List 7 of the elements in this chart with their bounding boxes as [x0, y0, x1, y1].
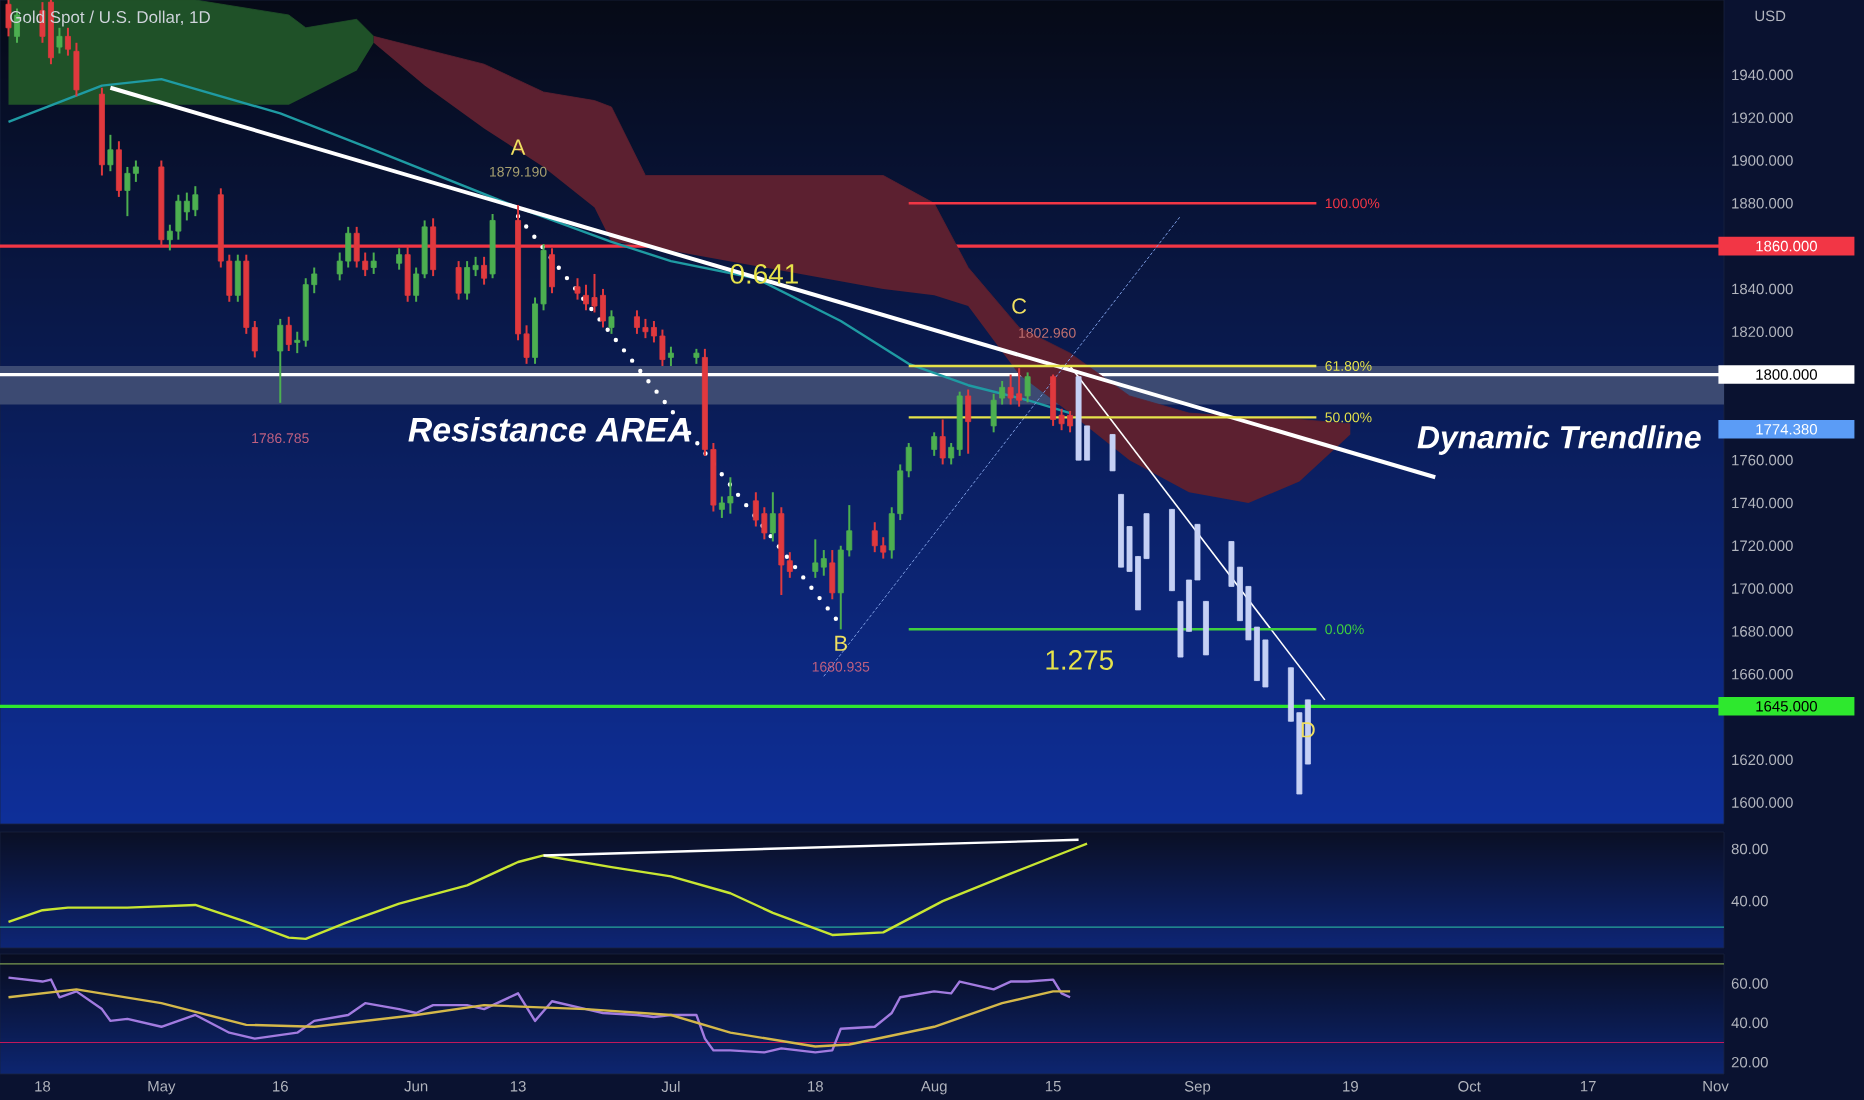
annotation: C [1012, 298, 1027, 314]
annotation: A [510, 139, 526, 155]
annotation: 1.275 [1046, 650, 1113, 670]
annotation: D [1301, 722, 1315, 738]
series-label: Dynamic Trendline [1417, 425, 1701, 455]
annotation: B [835, 635, 847, 651]
band-label: Resistance AREA [408, 416, 690, 442]
